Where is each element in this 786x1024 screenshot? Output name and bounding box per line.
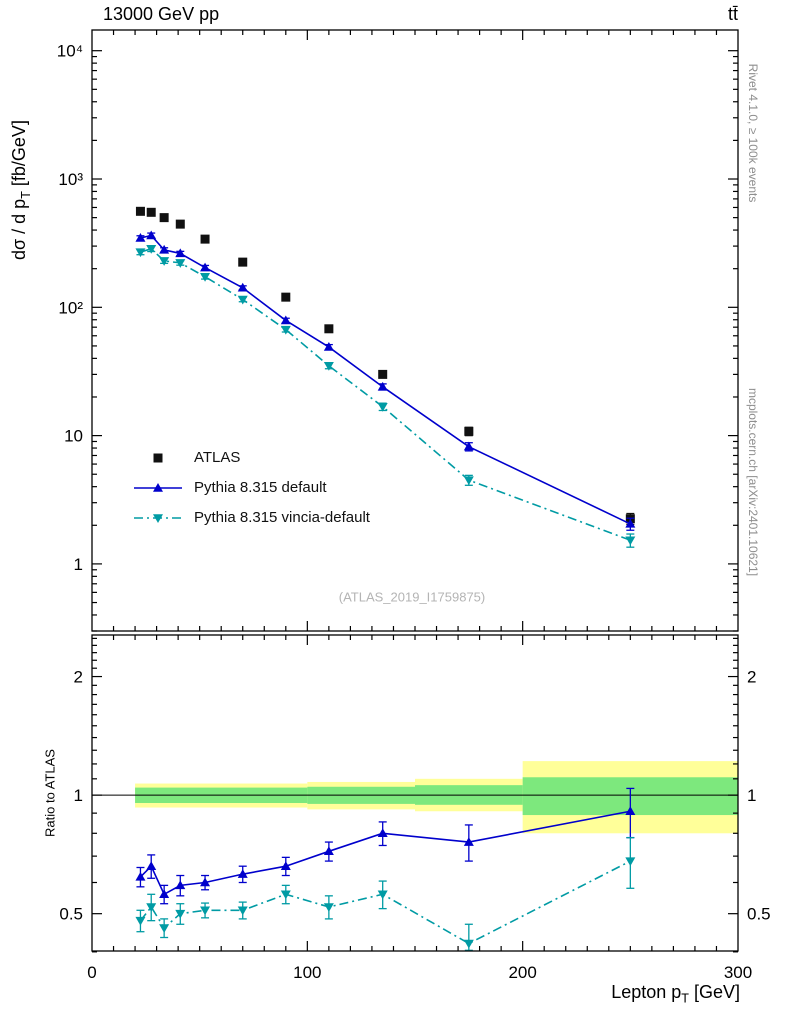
svg-text:1: 1 xyxy=(747,786,756,805)
rivet-note-text: Rivet 4.1.0, ≥ 100k events xyxy=(746,63,760,203)
svg-text:0.5: 0.5 xyxy=(59,905,83,924)
svg-text:2: 2 xyxy=(74,668,83,687)
y-axis-title-text: dσ / d p xyxy=(9,198,30,260)
svg-text:100: 100 xyxy=(293,963,321,982)
x-axis-title-text: Lepton p xyxy=(611,982,682,1002)
legend-label-atlas: ATLAS xyxy=(194,449,241,466)
mcplots-note-text: mcplots.cern.ch [arXiv:2401.10621] xyxy=(746,387,760,577)
beam-energy-title: 13000 GeV pp xyxy=(103,4,220,24)
atlas-square-marker-icon xyxy=(153,453,163,462)
legend-item-atlas: ATLAS xyxy=(133,447,370,468)
process-title: tt̄ xyxy=(727,4,738,24)
analysis-id-watermark: (ATLAS_2019_I1759875) xyxy=(338,589,486,605)
legend-label-pythia-default: Pythia 8.315 default xyxy=(194,479,327,496)
y-axis-title-units: [fb/GeV] xyxy=(9,120,30,192)
legend-item-pythia-default: Pythia 8.315 default xyxy=(133,477,370,498)
series-atlas xyxy=(135,206,635,526)
svg-text:1: 1 xyxy=(74,786,83,805)
svg-text:200: 200 xyxy=(508,963,536,982)
axis-ticks: 0 100 200 300 1 10 10² 10³ 10⁴ 0.5 0.5 1 1 2 2 xyxy=(57,30,771,982)
ratio-uncertainty-bands xyxy=(92,761,738,834)
svg-text:10²: 10² xyxy=(58,298,83,317)
x-axis-title-units: [GeV] xyxy=(688,982,740,1002)
series-pythia-8-315-default xyxy=(135,230,636,905)
legend-label-pythia-vincia: Pythia 8.315 vincia-default xyxy=(194,509,370,526)
legend-item-pythia-vincia: Pythia 8.315 vincia-default xyxy=(133,507,370,528)
legend: ATLAS Pythia 8.315 default Pythia 8.315 … xyxy=(133,447,370,528)
x-axis-title: Lepton pT [GeV] xyxy=(611,982,740,1006)
svg-text:10: 10 xyxy=(64,427,83,446)
ratio-axis-label: Ratio to ATLAS xyxy=(42,749,58,837)
svg-text:0: 0 xyxy=(87,963,96,982)
pythia-vincia-marker-icon xyxy=(134,513,182,523)
svg-text:1: 1 xyxy=(74,555,83,574)
svg-text:0.5: 0.5 xyxy=(747,905,771,924)
svg-text:2: 2 xyxy=(747,668,756,687)
y-axis-title-sub: T xyxy=(18,191,33,199)
svg-text:300: 300 xyxy=(724,963,752,982)
svg-text:10³: 10³ xyxy=(58,170,83,189)
panel-frames xyxy=(91,29,739,952)
svg-text:10⁴: 10⁴ xyxy=(57,42,83,61)
series-pythia-8-315-vincia-default xyxy=(135,245,636,951)
x-axis-title-sub: T xyxy=(681,991,689,1006)
pythia-default-marker-icon xyxy=(134,482,182,492)
